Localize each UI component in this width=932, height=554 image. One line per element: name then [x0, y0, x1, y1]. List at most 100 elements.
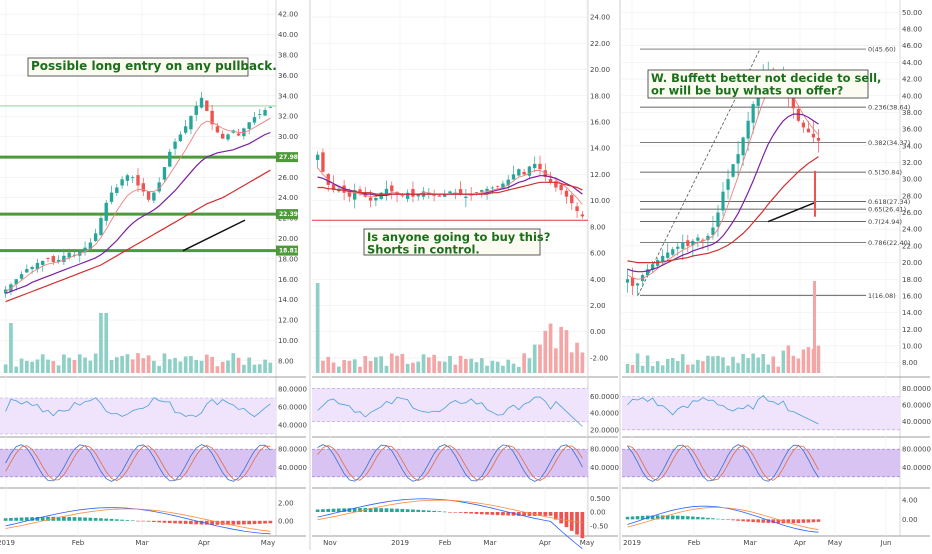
- macd-histogram-bar: [711, 518, 715, 520]
- macd-histogram-bar: [56, 516, 61, 521]
- macd-histogram-bar: [746, 519, 750, 522]
- price-tick-label: 12.00: [278, 317, 298, 325]
- panel-left[interactable]: 42.0040.0038.0036.0034.0032.0030.0028.00…: [0, 0, 307, 547]
- fib-label: 0.5(30.84): [868, 169, 902, 177]
- volume-bar: [242, 364, 246, 373]
- volume-bar: [511, 363, 516, 373]
- macd-histogram-bar: [405, 509, 410, 512]
- macd-histogram-bar: [696, 516, 700, 520]
- volume-bar: [711, 356, 715, 373]
- macd-histogram-bar: [686, 516, 690, 520]
- rsi-tick-label: 40.0000: [902, 418, 931, 426]
- volume-bar: [516, 366, 521, 373]
- price-tick-label: 36.00: [902, 126, 922, 134]
- candle: [252, 117, 257, 123]
- volume-bar: [331, 362, 336, 373]
- volume-bar: [125, 354, 130, 373]
- price-tick-label: 14.00: [590, 145, 610, 153]
- candle: [416, 194, 420, 197]
- macd-histogram-bar: [426, 510, 431, 512]
- volume-bar: [421, 354, 426, 373]
- macd-histogram-bar: [660, 515, 665, 520]
- macd-histogram-bar: [368, 508, 373, 512]
- volume-bar: [93, 353, 98, 373]
- volume-bar: [62, 354, 66, 373]
- candle: [368, 197, 373, 201]
- moving-average-fast: [5, 117, 271, 292]
- candle: [183, 126, 188, 133]
- volume-bar: [226, 360, 230, 373]
- macd-histogram-bar: [114, 519, 119, 521]
- macd-histogram-bar: [125, 520, 130, 521]
- candle: [194, 105, 198, 115]
- macd-histogram-bar: [9, 517, 13, 521]
- candle: [46, 258, 50, 259]
- volume-bar: [88, 360, 93, 373]
- candle: [458, 189, 463, 195]
- macd-histogram-bar: [751, 519, 755, 523]
- macd-histogram-bar: [411, 509, 415, 512]
- macd-histogram-bar: [416, 509, 421, 512]
- candle: [109, 192, 114, 202]
- price-tick-label: 42.00: [902, 76, 922, 84]
- stoch-tick-label: 80.0000: [590, 446, 619, 454]
- panel-middle[interactable]: 24.00 22.00 20.00 18.00 16.00 14.00 12.00 10.00…: [309, 0, 619, 550]
- price-tick-label: 16.00: [590, 118, 610, 126]
- volume-bar: [236, 357, 241, 373]
- macd-histogram-bar: [650, 515, 655, 520]
- candle: [495, 185, 500, 187]
- volume-bar: [696, 359, 700, 373]
- candle: [178, 134, 183, 142]
- macd-histogram-bar: [14, 517, 19, 521]
- macd-histogram-bar: [236, 520, 241, 525]
- volume-bar: [46, 359, 50, 373]
- price-tick-label: 8.00: [590, 223, 606, 231]
- candle: [564, 190, 569, 197]
- candle: [517, 169, 521, 176]
- fib-label: 0.786(22.40): [868, 239, 910, 247]
- volume-bar: [99, 313, 103, 373]
- stoch-band: [622, 449, 900, 477]
- candle: [731, 164, 735, 177]
- volume-bar: [543, 330, 548, 373]
- x-tick-label: Apr: [198, 539, 210, 547]
- macd-histogram-bar: [516, 512, 521, 516]
- rsi-tick-label: 80.0000: [278, 386, 307, 394]
- volume-bar: [405, 363, 410, 373]
- price-tick-label: 18.00: [902, 276, 922, 284]
- volume-bar: [771, 356, 776, 373]
- macd-histogram-bar: [220, 520, 225, 525]
- candle: [226, 134, 230, 140]
- rsi-tick-label: 60.0000: [590, 393, 619, 401]
- candle: [485, 188, 489, 192]
- panel-right[interactable]: 50.00 48.00 46.00 44.00 42.00 40.00 38.00 36.00…: [619, 0, 931, 550]
- macd-histogram-bar: [681, 515, 685, 520]
- price-tag-box: [276, 152, 298, 163]
- macd-histogram-bar: [756, 519, 760, 523]
- price-tag-box: [276, 209, 298, 220]
- macd-histogram-bar: [527, 512, 532, 516]
- annotation-text: Is anyone going to buy this?: [367, 230, 550, 244]
- macd-histogram-bar: [263, 520, 267, 524]
- volume-bar: [416, 361, 421, 373]
- candle: [35, 262, 40, 270]
- candle: [411, 188, 415, 197]
- macd-tick-label: 0.500: [590, 495, 610, 503]
- price-tick-label: 10.00: [902, 342, 922, 350]
- volume-bar: [650, 366, 655, 373]
- candle: [437, 195, 442, 197]
- annotation-text: W. Buffett better not decide to sell,: [651, 71, 881, 85]
- price-tick-label: 28.00: [902, 192, 922, 200]
- candle: [554, 181, 558, 188]
- candle: [726, 179, 730, 190]
- candle: [384, 188, 389, 194]
- macd-histogram-bar: [816, 519, 821, 522]
- trend-segment: [767, 201, 816, 223]
- volume-bar: [469, 358, 474, 373]
- candle: [78, 250, 82, 256]
- macd-histogram-bar: [721, 519, 725, 520]
- rsi-line: [627, 395, 819, 425]
- candle: [152, 192, 156, 201]
- volume-bar: [660, 365, 665, 373]
- volume-bar: [215, 366, 220, 373]
